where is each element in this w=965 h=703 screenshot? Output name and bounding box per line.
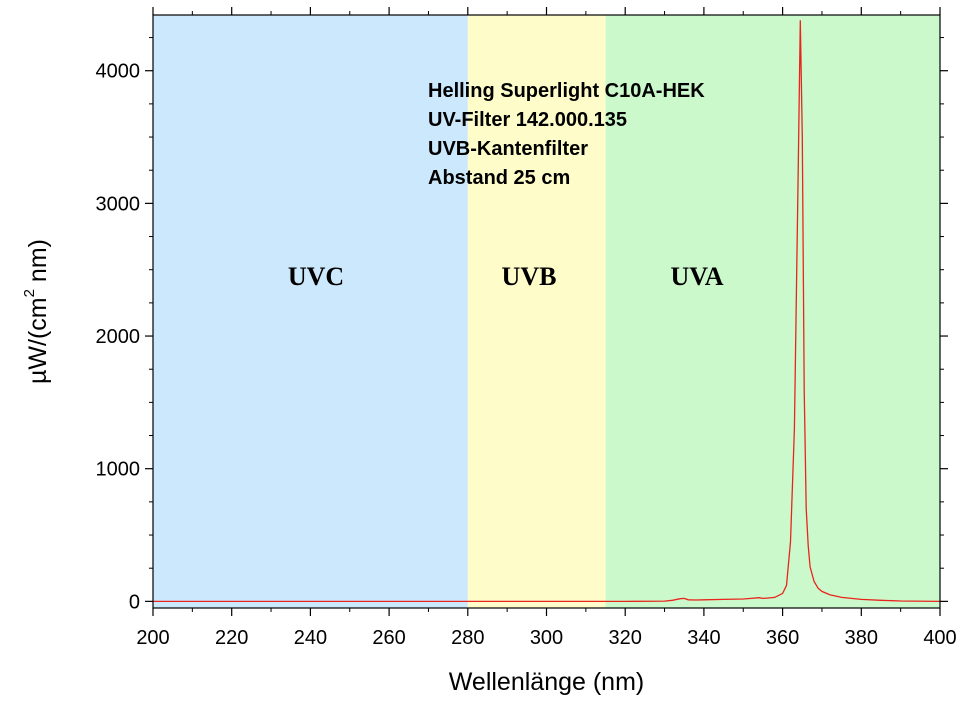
y-axis-title-superscript: 2 (21, 289, 38, 297)
y-axis-title: µW/(cm2 nm) (21, 239, 52, 384)
series-line-0 (153, 20, 941, 603)
annotation-line: Abstand 25 cm (428, 167, 570, 189)
x-tick-label: 360 (766, 627, 799, 649)
x-tick-label: 320 (609, 627, 642, 649)
x-tick-label: 380 (845, 627, 878, 649)
y-tick-label: 3000 (96, 193, 141, 215)
x-tick-label: 400 (923, 627, 956, 649)
x-tick-label: 200 (136, 627, 169, 649)
x-tick-label: 300 (530, 627, 563, 649)
region-labels: UVC UVB UVA (288, 262, 724, 291)
region-uvc (153, 15, 468, 608)
y-axis-title-prefix: µW/(cm (24, 297, 52, 384)
x-tick-label: 240 (294, 627, 327, 649)
region-label-uva: UVA (671, 262, 724, 291)
spectrum-series (153, 20, 941, 603)
region-label-uvc: UVC (288, 262, 344, 291)
annotation-line: UVB-Kantenfilter (428, 138, 588, 160)
region-uvb (467, 15, 606, 608)
y-axis-title-suffix: nm) (24, 239, 52, 289)
annotation-line: Helling Superlight C10A-HEK (428, 80, 705, 102)
annotation-block: Helling Superlight C10A-HEK UV-Filter 142… (428, 80, 705, 189)
x-tick-label: 220 (215, 627, 248, 649)
axis-ticks: 200 220 240 260 280 300 320 340 360 380 4000100020… (96, 7, 957, 649)
y-tick-label: 1000 (96, 459, 141, 481)
x-axis-title: Wellenlänge (nm) (449, 668, 644, 696)
spectral-regions (153, 15, 940, 608)
x-tick-label: 280 (451, 627, 484, 649)
region-uva (605, 15, 940, 608)
x-tick-label: 340 (687, 627, 720, 649)
y-tick-label: 2000 (96, 326, 141, 348)
y-tick-label: 0 (129, 591, 140, 613)
y-tick-label: 4000 (96, 61, 141, 83)
region-label-uvb: UVB (502, 262, 557, 291)
x-tick-label: 260 (372, 627, 405, 649)
annotation-line: UV-Filter 142.000.135 (428, 109, 627, 131)
